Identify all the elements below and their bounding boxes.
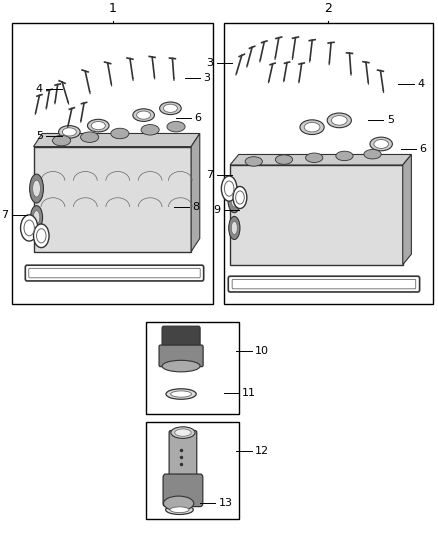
- Ellipse shape: [221, 176, 237, 201]
- FancyBboxPatch shape: [159, 345, 203, 367]
- Ellipse shape: [33, 180, 40, 197]
- Text: 2: 2: [325, 3, 332, 15]
- Text: 13: 13: [219, 498, 232, 508]
- FancyBboxPatch shape: [29, 268, 200, 278]
- Ellipse shape: [24, 220, 34, 236]
- Ellipse shape: [245, 157, 262, 166]
- Ellipse shape: [170, 507, 189, 513]
- Ellipse shape: [31, 206, 42, 229]
- Ellipse shape: [167, 122, 185, 132]
- Text: 4: 4: [417, 79, 424, 88]
- Ellipse shape: [228, 185, 241, 213]
- Bar: [12, 23, 213, 304]
- Polygon shape: [230, 155, 411, 165]
- Ellipse shape: [59, 126, 80, 138]
- Polygon shape: [191, 133, 200, 252]
- Ellipse shape: [88, 119, 109, 132]
- Ellipse shape: [364, 149, 381, 159]
- Ellipse shape: [159, 102, 181, 115]
- Ellipse shape: [33, 211, 40, 224]
- Ellipse shape: [111, 128, 129, 139]
- Bar: [146, 422, 239, 519]
- Ellipse shape: [231, 221, 237, 235]
- Ellipse shape: [224, 181, 234, 196]
- Text: 10: 10: [255, 346, 269, 356]
- Ellipse shape: [166, 389, 196, 399]
- Ellipse shape: [21, 215, 38, 241]
- Ellipse shape: [374, 140, 389, 148]
- Text: 6: 6: [419, 144, 426, 154]
- Ellipse shape: [133, 109, 155, 122]
- Polygon shape: [34, 133, 200, 147]
- Ellipse shape: [163, 496, 194, 511]
- Text: 5: 5: [387, 115, 394, 125]
- Ellipse shape: [162, 360, 200, 372]
- Ellipse shape: [30, 174, 43, 203]
- Ellipse shape: [306, 153, 323, 163]
- Ellipse shape: [370, 137, 392, 151]
- Text: 3: 3: [203, 74, 210, 83]
- Ellipse shape: [137, 111, 151, 119]
- Ellipse shape: [163, 104, 177, 112]
- FancyBboxPatch shape: [230, 165, 403, 265]
- Ellipse shape: [300, 120, 324, 134]
- Ellipse shape: [276, 155, 293, 164]
- Ellipse shape: [336, 151, 353, 160]
- Text: 5: 5: [36, 131, 43, 141]
- Ellipse shape: [62, 128, 76, 136]
- Text: 11: 11: [242, 388, 256, 398]
- Ellipse shape: [233, 187, 247, 208]
- Ellipse shape: [236, 191, 244, 204]
- FancyBboxPatch shape: [169, 431, 197, 482]
- Bar: [223, 23, 433, 304]
- Text: 6: 6: [194, 113, 201, 123]
- Text: 9: 9: [213, 205, 220, 215]
- FancyBboxPatch shape: [162, 326, 200, 351]
- Ellipse shape: [304, 123, 320, 132]
- Text: 3: 3: [207, 58, 214, 68]
- Text: 1: 1: [109, 3, 117, 15]
- Text: 12: 12: [255, 446, 269, 456]
- Ellipse shape: [91, 122, 105, 130]
- Ellipse shape: [231, 191, 238, 207]
- FancyBboxPatch shape: [232, 279, 416, 289]
- FancyBboxPatch shape: [163, 474, 203, 506]
- Bar: [146, 322, 239, 414]
- Ellipse shape: [53, 135, 71, 146]
- FancyBboxPatch shape: [228, 276, 420, 292]
- FancyBboxPatch shape: [34, 147, 191, 252]
- Ellipse shape: [34, 224, 49, 248]
- Ellipse shape: [171, 427, 195, 438]
- Ellipse shape: [327, 113, 351, 128]
- Text: 7: 7: [1, 210, 8, 220]
- Ellipse shape: [141, 125, 159, 135]
- Text: 4: 4: [36, 84, 43, 94]
- Ellipse shape: [81, 132, 99, 142]
- FancyBboxPatch shape: [25, 265, 204, 281]
- Ellipse shape: [229, 216, 240, 239]
- Polygon shape: [403, 155, 411, 265]
- Ellipse shape: [332, 116, 347, 125]
- Ellipse shape: [171, 391, 191, 397]
- Ellipse shape: [166, 505, 193, 514]
- Text: 7: 7: [206, 171, 214, 181]
- Text: 8: 8: [192, 202, 200, 212]
- Ellipse shape: [175, 429, 191, 437]
- Ellipse shape: [36, 229, 46, 243]
